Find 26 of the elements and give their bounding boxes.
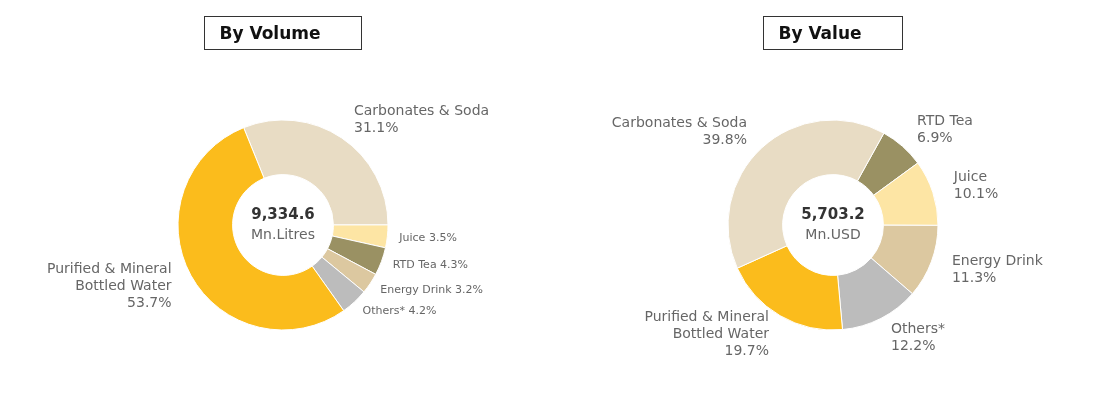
slice-label: Energy Drink <box>951 251 1044 268</box>
slice-label: Carbonates & Soda <box>611 113 747 130</box>
text: Mn.Litres <box>251 225 315 242</box>
data-label: 19.7% <box>724 342 769 359</box>
slice-label: Energy Drink 3.2% <box>380 282 484 296</box>
data-label: 39.8% <box>702 130 747 147</box>
data-label: 10.1% <box>953 184 999 201</box>
slice-label: Carbonates & Soda <box>353 101 490 118</box>
slice-label: Purified & Mineral Bottled Water <box>47 259 172 293</box>
text: 9,334.6 <box>251 204 315 223</box>
chart-title: By Value <box>763 16 903 50</box>
slice-label: RTD Tea <box>917 111 973 128</box>
data-label: 11.3% <box>951 268 997 285</box>
text: Mn.USD <box>805 225 861 242</box>
chart-title: By Volume <box>204 16 362 50</box>
data-label: 31.1% <box>353 118 399 135</box>
slice-label: Juice <box>952 167 987 184</box>
slice-label: Juice 3.5% <box>398 230 457 244</box>
slice-label: RTD Tea 4.3% <box>392 258 469 272</box>
slice-label: Others* <box>890 320 946 337</box>
data-label: 6.9% <box>917 128 953 145</box>
data-label: 12.2% <box>890 337 936 354</box>
text: 5,703.2 <box>801 204 865 223</box>
slice-label: Purified & Mineral Bottled Water <box>644 308 770 342</box>
data-label: 53.7% <box>127 293 172 310</box>
slice-label: Others* 4.2% <box>362 303 437 317</box>
